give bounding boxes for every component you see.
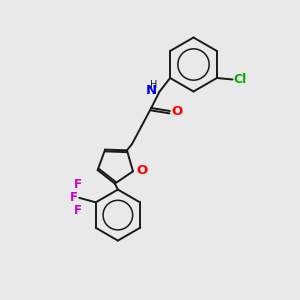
Text: F: F	[74, 204, 82, 218]
Text: H: H	[150, 80, 157, 90]
Text: Cl: Cl	[234, 73, 247, 86]
Text: O: O	[172, 105, 183, 118]
Text: N: N	[146, 84, 157, 97]
Text: O: O	[136, 164, 147, 177]
Text: F: F	[74, 178, 82, 191]
Text: F: F	[70, 191, 78, 204]
